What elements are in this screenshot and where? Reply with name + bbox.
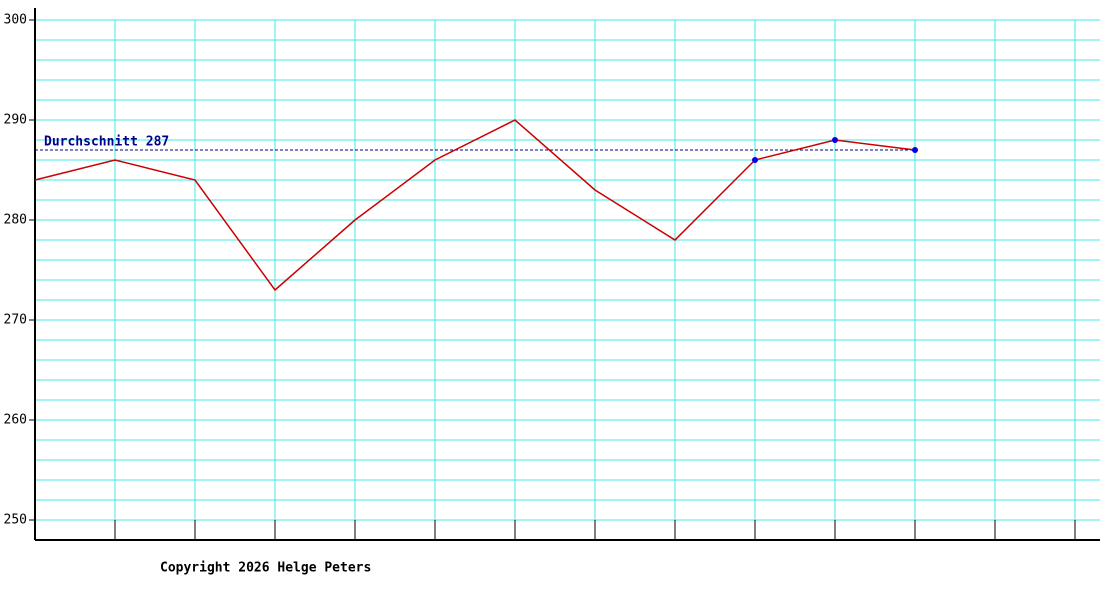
average-label: Durchschnitt 287 (44, 135, 169, 150)
series-line (34, 119, 916, 292)
y-tick-label: 290 (4, 113, 27, 128)
point-marker (912, 147, 918, 153)
point-marker (752, 157, 758, 163)
y-tick-label: 250 (4, 513, 27, 528)
point-marker (832, 137, 838, 143)
y-tick-label: 280 (4, 213, 27, 228)
footer: Copyright 2026 Helge Peters (160, 561, 371, 576)
y-tick-label: 270 (4, 313, 27, 328)
y-tick-label: 300 (4, 13, 27, 28)
y-tick-label: 260 (4, 413, 27, 428)
